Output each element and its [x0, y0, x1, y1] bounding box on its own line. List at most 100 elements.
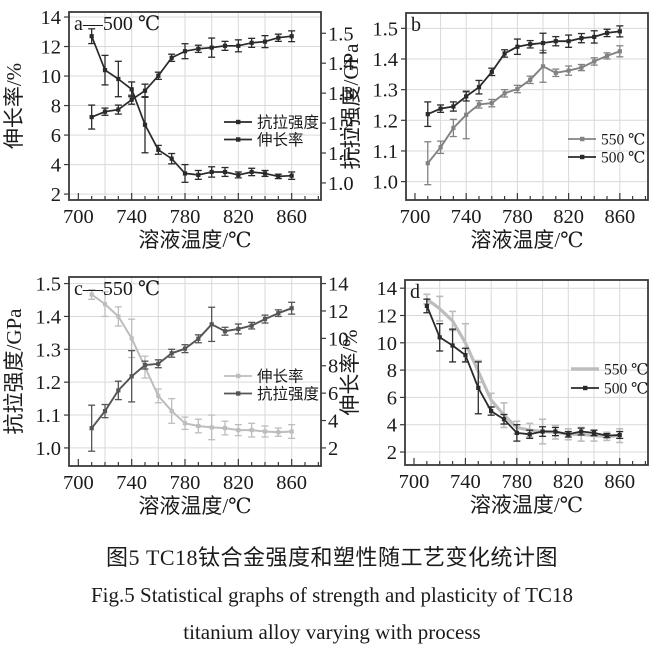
- series-line: [425, 297, 620, 438]
- y-right-tick-label: 1.2: [328, 113, 354, 135]
- error-bars: [424, 45, 624, 186]
- y-axis-title: 伸长率/%: [2, 63, 26, 149]
- x-tick-label: 700: [63, 206, 94, 228]
- x-axis-title: 溶液温度/℃: [470, 493, 583, 517]
- y-left-tick-label: 6: [387, 387, 397, 409]
- plot-frame: [404, 279, 649, 466]
- y-left-tick-label: 1.0: [372, 172, 398, 194]
- x-tick-label: 780: [170, 206, 201, 228]
- axis-ticks: [64, 282, 326, 466]
- legend-marker: [236, 373, 241, 379]
- series-c-1: [88, 301, 296, 452]
- y-left-tick-label: 14: [41, 7, 62, 29]
- series-markers: [425, 29, 622, 117]
- axis-ticks: [400, 287, 647, 465]
- y-left-tick-label: 1.5: [35, 274, 61, 296]
- y-right-tick-label: 1.5: [328, 23, 354, 45]
- y-left-tick-label: 8: [387, 360, 397, 382]
- tick-labels: 700 740 780 820 860 1.0 1.1 1.2 1.3 1.4 1.5: [372, 18, 635, 228]
- panel-label-d: d: [410, 281, 420, 303]
- y-axis-title: 抗拉强度/GPa: [2, 308, 26, 435]
- y-right-tick-label: 1.4: [328, 53, 354, 75]
- figure-caption: 图5 TC18钛合金强度和塑性随工艺变化统计图 Fig.5 Statistica…: [0, 540, 664, 645]
- legend-marker: [580, 154, 585, 160]
- chart-panel-c: 700 740 780 820 860 1.0 1.1 1.2 1.3 1.4 1.5 2 4 6 8 10 1…: [2, 274, 349, 518]
- tick-labels: 700 740 780 820 860 1.0 1.1 1.2 1.3 1.4 1.5 2 4 6 8 10 1…: [35, 274, 348, 494]
- plot-frame: [68, 276, 322, 467]
- series-b-0: [424, 45, 624, 186]
- caption-chinese: 图5 TC18钛合金强度和塑性随工艺变化统计图: [105, 545, 559, 570]
- x-tick-label: 740: [116, 206, 147, 228]
- series-line: [427, 50, 621, 164]
- y-left-tick-label: 1.1: [35, 405, 61, 427]
- legend-label: 550 ℃: [601, 132, 645, 149]
- series-line: [90, 35, 292, 178]
- series-markers: [424, 303, 622, 438]
- y-left-tick-label: 8: [51, 96, 61, 118]
- x-tick-label: 740: [451, 206, 482, 228]
- x-tick-label: 780: [170, 472, 201, 494]
- x-axis-title: 溶液温度/℃: [470, 228, 583, 252]
- series-a-0: [88, 30, 296, 130]
- series-line: [427, 30, 620, 116]
- x-tick-label: 740: [450, 471, 481, 493]
- legend-label: 抗拉强度: [257, 114, 319, 132]
- x-tick-label: 860: [604, 471, 635, 493]
- caption-english-line1: Fig.5 Statistical graphs of strength and…: [91, 583, 573, 607]
- y-axis-title: 抗拉强度/GPa: [339, 43, 363, 170]
- error-bars: [424, 25, 624, 128]
- x-tick-label: 820: [223, 472, 254, 494]
- y-left-tick-label: 4: [51, 155, 61, 177]
- plot-frame: [405, 12, 649, 201]
- y-left-tick-label: 6: [51, 125, 61, 147]
- y-right-tick-label: 6: [328, 383, 338, 405]
- x-tick-label: 700: [63, 472, 94, 494]
- y-left-tick-label: 12: [377, 305, 398, 327]
- y-left-tick-label: 10: [377, 333, 398, 355]
- x-tick-label: 740: [116, 472, 147, 494]
- y-right-tick-label: 1.1: [328, 143, 354, 165]
- series-markers: [89, 34, 294, 179]
- series-markers: [89, 292, 294, 435]
- legend-marker: [583, 385, 588, 391]
- panel-label-c: c—550 ℃: [74, 278, 160, 300]
- axis-ticks: [64, 16, 326, 200]
- axis-ticks: [401, 27, 647, 200]
- y-right-tick-label: 1.0: [328, 173, 354, 195]
- series-line: [426, 305, 620, 437]
- y-left-tick-label: 1.3: [35, 339, 61, 361]
- chart-panel-b: 700 740 780 820 860 1.0 1.1 1.2 1.3 1.4 1.5 溶液温度/℃ 抗…: [339, 12, 649, 252]
- y-left-tick-label: 14: [377, 278, 398, 300]
- y-left-tick-label: 4: [387, 415, 397, 437]
- panel-label-b: b: [411, 14, 421, 36]
- legend-label: 伸长率: [257, 131, 304, 149]
- y-left-tick-label: 1.5: [372, 18, 398, 40]
- series-b-1: [424, 25, 624, 128]
- x-tick-label: 700: [400, 206, 431, 228]
- grid-lines: [69, 12, 321, 200]
- y-axis-title: 伸长率/%: [338, 329, 362, 415]
- x-axis-title: 溶液温度/℃: [138, 494, 251, 518]
- x-tick-label: 860: [604, 206, 635, 228]
- chart-panel-a: 700 740 780 820 860 2 4 6 8 10 12 14 1.0 1.1 1.2 1.3 1.4…: [2, 7, 354, 252]
- chart-panel-d: 700 740 780 820 860 2 4 6 8 10 12 14 溶液温度/℃ 伸长率/% d 550…: [338, 278, 649, 517]
- series-c-0: [88, 289, 296, 441]
- charts-grid: 700 740 780 820 860 2 4 6 8 10 12 14 1.0 1.1 1.2 1.3 1.4…: [2, 7, 649, 518]
- legend-label: 550 ℃: [604, 362, 648, 379]
- series-markers: [425, 49, 622, 166]
- y-left-tick-label: 1.3: [372, 80, 398, 102]
- series-a-1: [88, 28, 296, 183]
- y-right-tick-label: 8: [328, 356, 338, 378]
- x-tick-label: 700: [399, 471, 430, 493]
- y-left-tick-label: 2: [51, 184, 61, 206]
- y-right-tick-label: 4: [328, 411, 338, 433]
- legend-marker: [236, 391, 241, 396]
- tick-labels: 700 740 780 820 860 2 4 6 8 10 12 14: [377, 278, 636, 493]
- legend-marker: [580, 136, 585, 142]
- y-left-tick-label: 1.2: [35, 372, 61, 394]
- y-left-tick-label: 1.4: [372, 49, 398, 71]
- y-right-tick-label: 12: [328, 301, 349, 323]
